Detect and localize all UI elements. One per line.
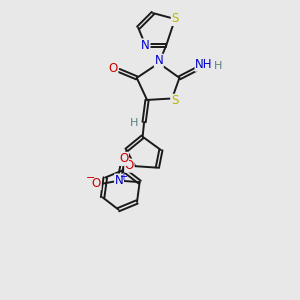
Text: O: O (92, 176, 101, 190)
Text: H: H (214, 61, 222, 71)
Text: N: N (141, 39, 150, 52)
Text: N: N (154, 54, 163, 67)
Text: NH: NH (195, 58, 213, 71)
Text: S: S (171, 13, 179, 26)
Text: O: O (109, 61, 118, 75)
Text: H: H (130, 118, 138, 128)
Text: S: S (171, 94, 178, 107)
Text: N: N (115, 174, 123, 187)
Text: O: O (119, 152, 128, 165)
Text: O: O (125, 159, 134, 172)
Text: +: + (119, 172, 127, 182)
Text: −: − (86, 173, 95, 183)
